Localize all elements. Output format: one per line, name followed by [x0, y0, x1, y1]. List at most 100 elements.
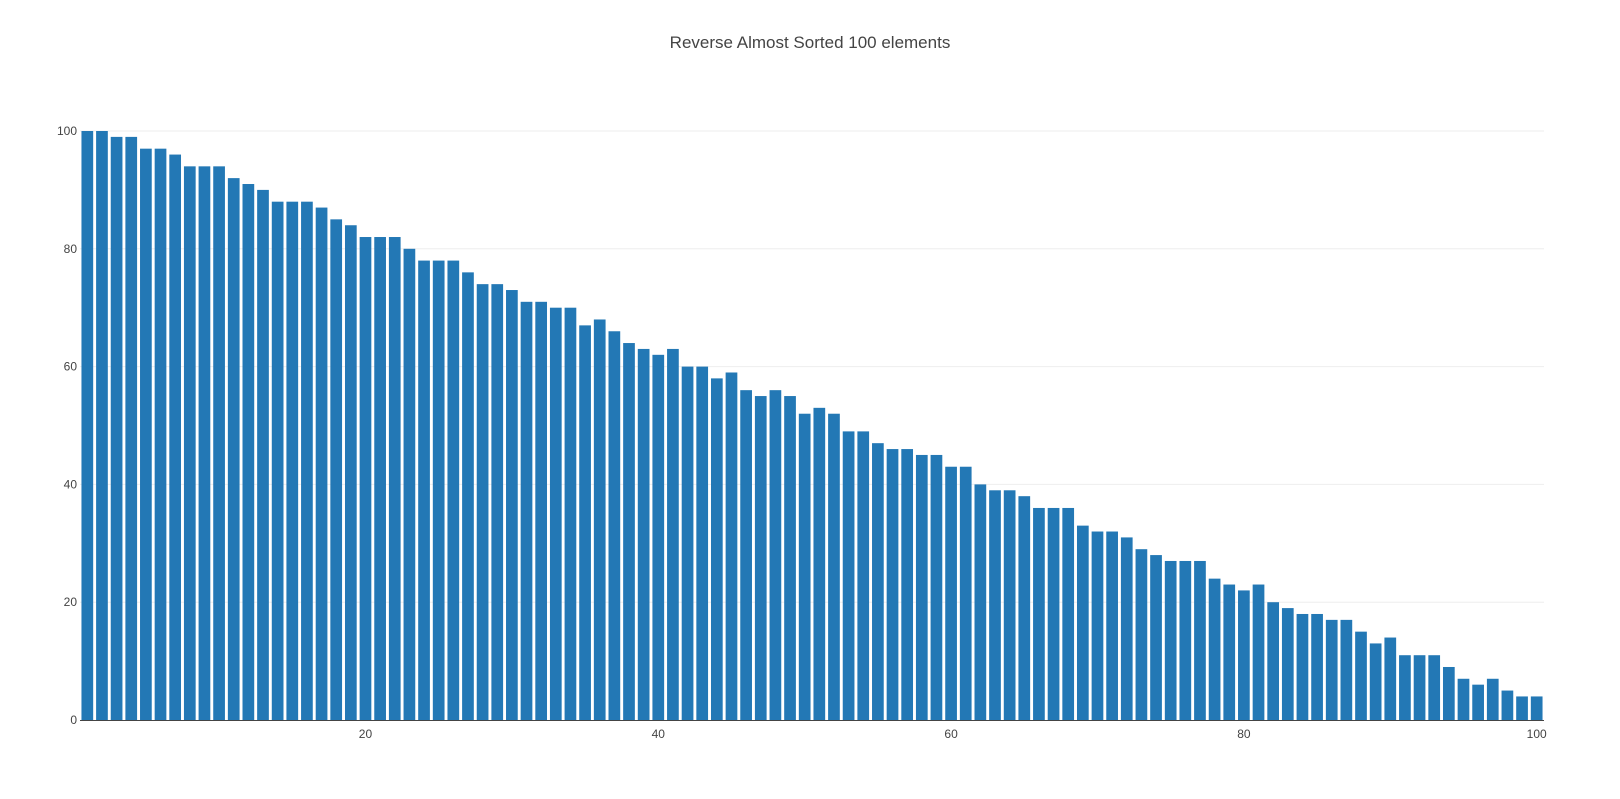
bar-48 [769, 390, 782, 720]
bar-74 [1150, 555, 1162, 720]
x-tick-label-60: 60 [944, 727, 958, 741]
y-tick-label-80: 80 [64, 242, 78, 256]
bar-5 [140, 148, 152, 721]
bar-84 [1296, 613, 1309, 720]
bar-12 [242, 184, 255, 720]
bar-21 [374, 237, 386, 720]
bar-63 [989, 490, 1001, 720]
bar-49 [784, 396, 796, 720]
bar-27 [462, 272, 474, 720]
bar-18 [330, 219, 343, 720]
bar-43 [696, 366, 709, 720]
bar-44 [710, 378, 723, 720]
bar-95 [1457, 678, 1470, 720]
bar-38 [623, 343, 635, 720]
bar-93 [1428, 655, 1441, 720]
bar-34 [564, 307, 577, 720]
y-tick-label-0: 0 [70, 713, 77, 727]
bar-60 [945, 466, 957, 720]
bar-75 [1164, 560, 1177, 720]
bar-51 [813, 407, 826, 720]
bar-11 [227, 178, 240, 720]
bar-39 [637, 348, 650, 720]
bar-70 [1091, 531, 1104, 720]
bar-64 [1003, 490, 1016, 720]
bar-71 [1106, 531, 1118, 720]
bar-3 [110, 136, 123, 720]
bar-81 [1252, 584, 1265, 720]
bar-66 [1033, 507, 1045, 720]
bar-33 [549, 307, 562, 720]
bar-55 [872, 443, 884, 720]
bar-78 [1208, 578, 1221, 720]
bar-41 [667, 348, 679, 720]
bar-36 [593, 319, 606, 720]
bar-35 [579, 325, 591, 720]
bar-15 [286, 201, 299, 720]
bar-42 [681, 366, 694, 720]
bar-54 [857, 431, 870, 720]
bar-20 [359, 237, 372, 720]
bar-31 [520, 301, 533, 720]
bar-7 [169, 154, 182, 720]
bar-17 [315, 207, 328, 720]
y-tick-label-100: 100 [57, 124, 77, 138]
chart-title: Reverse Almost Sorted 100 elements [669, 33, 951, 52]
bar-8 [183, 166, 196, 721]
x-tick-label-40: 40 [652, 727, 666, 741]
bar-82 [1267, 602, 1280, 720]
bar-61 [959, 466, 972, 720]
y-tick-label-60: 60 [64, 360, 78, 374]
bar-76 [1179, 560, 1192, 720]
bar-83 [1281, 608, 1294, 720]
bar-77 [1194, 560, 1206, 720]
bar-86 [1325, 619, 1338, 720]
gridlines [80, 130, 1544, 603]
bar-92 [1413, 655, 1426, 720]
bars [81, 131, 1543, 721]
bar-19 [344, 225, 357, 721]
bar-90 [1384, 637, 1397, 720]
bar-46 [740, 390, 752, 720]
bar-50 [798, 413, 811, 720]
bar-98 [1501, 690, 1514, 720]
bar-37 [608, 331, 621, 720]
bar-22 [388, 237, 401, 720]
bar-32 [535, 301, 548, 720]
bar-53 [842, 431, 855, 720]
bar-28 [476, 284, 489, 720]
bar-1 [81, 131, 94, 720]
bar-29 [491, 284, 504, 720]
bar-45 [725, 372, 738, 720]
bar-80 [1238, 590, 1250, 720]
bar-72 [1120, 537, 1133, 720]
bar-26 [447, 260, 460, 720]
bar-9 [198, 166, 211, 721]
bar-16 [301, 201, 313, 720]
bar-24 [418, 260, 430, 720]
bar-99 [1516, 696, 1528, 720]
bar-4 [125, 136, 138, 720]
bar-25 [432, 260, 445, 720]
bar-73 [1135, 549, 1148, 720]
bar-40 [652, 354, 665, 720]
bar-2 [96, 131, 108, 720]
bar-68 [1062, 507, 1075, 720]
bar-89 [1369, 643, 1382, 720]
bar-23 [403, 248, 416, 721]
bar-58 [915, 454, 928, 720]
bar-52 [828, 413, 840, 720]
bar-14 [271, 201, 284, 720]
x-tick-label-20: 20 [359, 727, 373, 741]
bar-13 [257, 189, 269, 720]
bar-62 [974, 484, 987, 720]
y-tick-label-40: 40 [64, 477, 78, 491]
bar-57 [901, 449, 914, 720]
x-tick-label-100: 100 [1527, 727, 1547, 741]
bar-96 [1472, 684, 1484, 720]
bar-100 [1530, 696, 1543, 720]
bar-30 [506, 290, 518, 720]
bar-91 [1399, 655, 1411, 720]
bar-97 [1486, 678, 1499, 720]
